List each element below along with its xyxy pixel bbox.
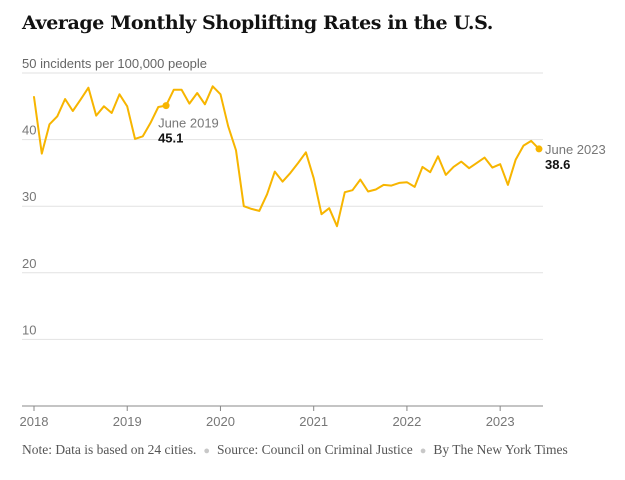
y-tick-labels: 10 20 30 40 [22, 123, 36, 338]
shoplifting-line-chart: 10 20 30 40 2018 2019 2020 2021 2022 2023 June 2… [20, 72, 606, 429]
x-tick-label-2020: 2020 [206, 414, 235, 429]
chart-title: Average Monthly Shoplifting Rates in the… [22, 12, 493, 34]
footer-byline: By The New York Times [433, 442, 568, 457]
y-tick-label-40: 40 [22, 123, 36, 138]
annotation-value: 38.6 [545, 157, 570, 172]
series-layer [33, 85, 540, 228]
separator-dot: ● [203, 445, 210, 457]
x-tick-label-2018: 2018 [20, 414, 49, 429]
annotation-value: 45.1 [158, 131, 183, 146]
x-tick-label-2019: 2019 [113, 414, 142, 429]
x-axis: 2018 2019 2020 2021 2022 2023 [20, 405, 543, 429]
chart-footer: Note: Data is based on 24 cities. ● Source… [22, 442, 568, 458]
footer-note: Note: Data is based on 24 cities. [22, 442, 197, 457]
x-tick-label-2022: 2022 [392, 414, 421, 429]
annotation-dot [535, 145, 543, 153]
gridlines [22, 72, 543, 340]
annotation-label: June 2019 [158, 116, 219, 131]
separator-dot: ● [419, 445, 427, 457]
footer-source: Source: Council on Criminal Justice [217, 442, 413, 457]
y-axis-label: 50 incidents per 100,000 people [22, 56, 208, 71]
annotation-label: June 2023 [545, 142, 606, 157]
y-tick-label-10: 10 [22, 322, 36, 337]
y-tick-label-30: 30 [22, 189, 36, 204]
x-tick-label-2023: 2023 [486, 414, 515, 429]
annotation-dot [162, 102, 170, 110]
x-tick-label-2021: 2021 [299, 414, 328, 429]
series-line-0 [33, 85, 540, 228]
y-tick-label-20: 20 [22, 256, 36, 271]
